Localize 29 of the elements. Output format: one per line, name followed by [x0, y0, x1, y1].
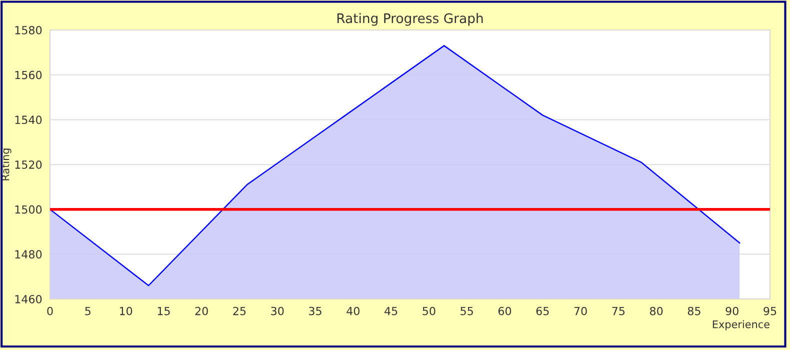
x-tick-label: 45 [384, 306, 398, 316]
y-tick-label: 1460 [15, 294, 42, 304]
y-tick-label: 1540 [15, 116, 42, 124]
x-tick-label: 80 [650, 306, 663, 316]
y-tick-label: 1580 [15, 26, 42, 34]
x-tick-label: 85 [688, 306, 700, 316]
x-tick-label: 30 [271, 306, 284, 316]
x-tick-label: 5 [85, 306, 90, 316]
x-tick-label: 35 [309, 306, 322, 316]
y-tick-label: 1520 [15, 160, 42, 169]
y-tick-label: 1500 [15, 205, 42, 214]
x-tick-label: 25 [233, 306, 246, 316]
x-tick-label: 70 [574, 306, 587, 316]
y-tick-label: 1560 [15, 70, 42, 80]
x-tick-label: 20 [195, 306, 208, 316]
x-tick-label: 15 [158, 306, 170, 316]
x-tick-label: 55 [460, 306, 473, 316]
x-tick-label: 90 [726, 306, 738, 316]
x-tick-label: 65 [536, 306, 549, 316]
x-tick-label: 10 [120, 306, 132, 316]
x-axis-title: Experience [712, 320, 770, 330]
x-tick-label: 60 [498, 306, 512, 316]
x-tick-label: 95 [764, 306, 776, 316]
chart-title: Rating Progress Graph [337, 13, 483, 26]
x-tick-label: 0 [47, 306, 53, 316]
y-tick-label: 1480 [15, 250, 42, 259]
x-tick-label: 40 [346, 306, 360, 316]
x-tick-label: 75 [612, 306, 625, 316]
x-tick-label: 50 [422, 306, 436, 316]
